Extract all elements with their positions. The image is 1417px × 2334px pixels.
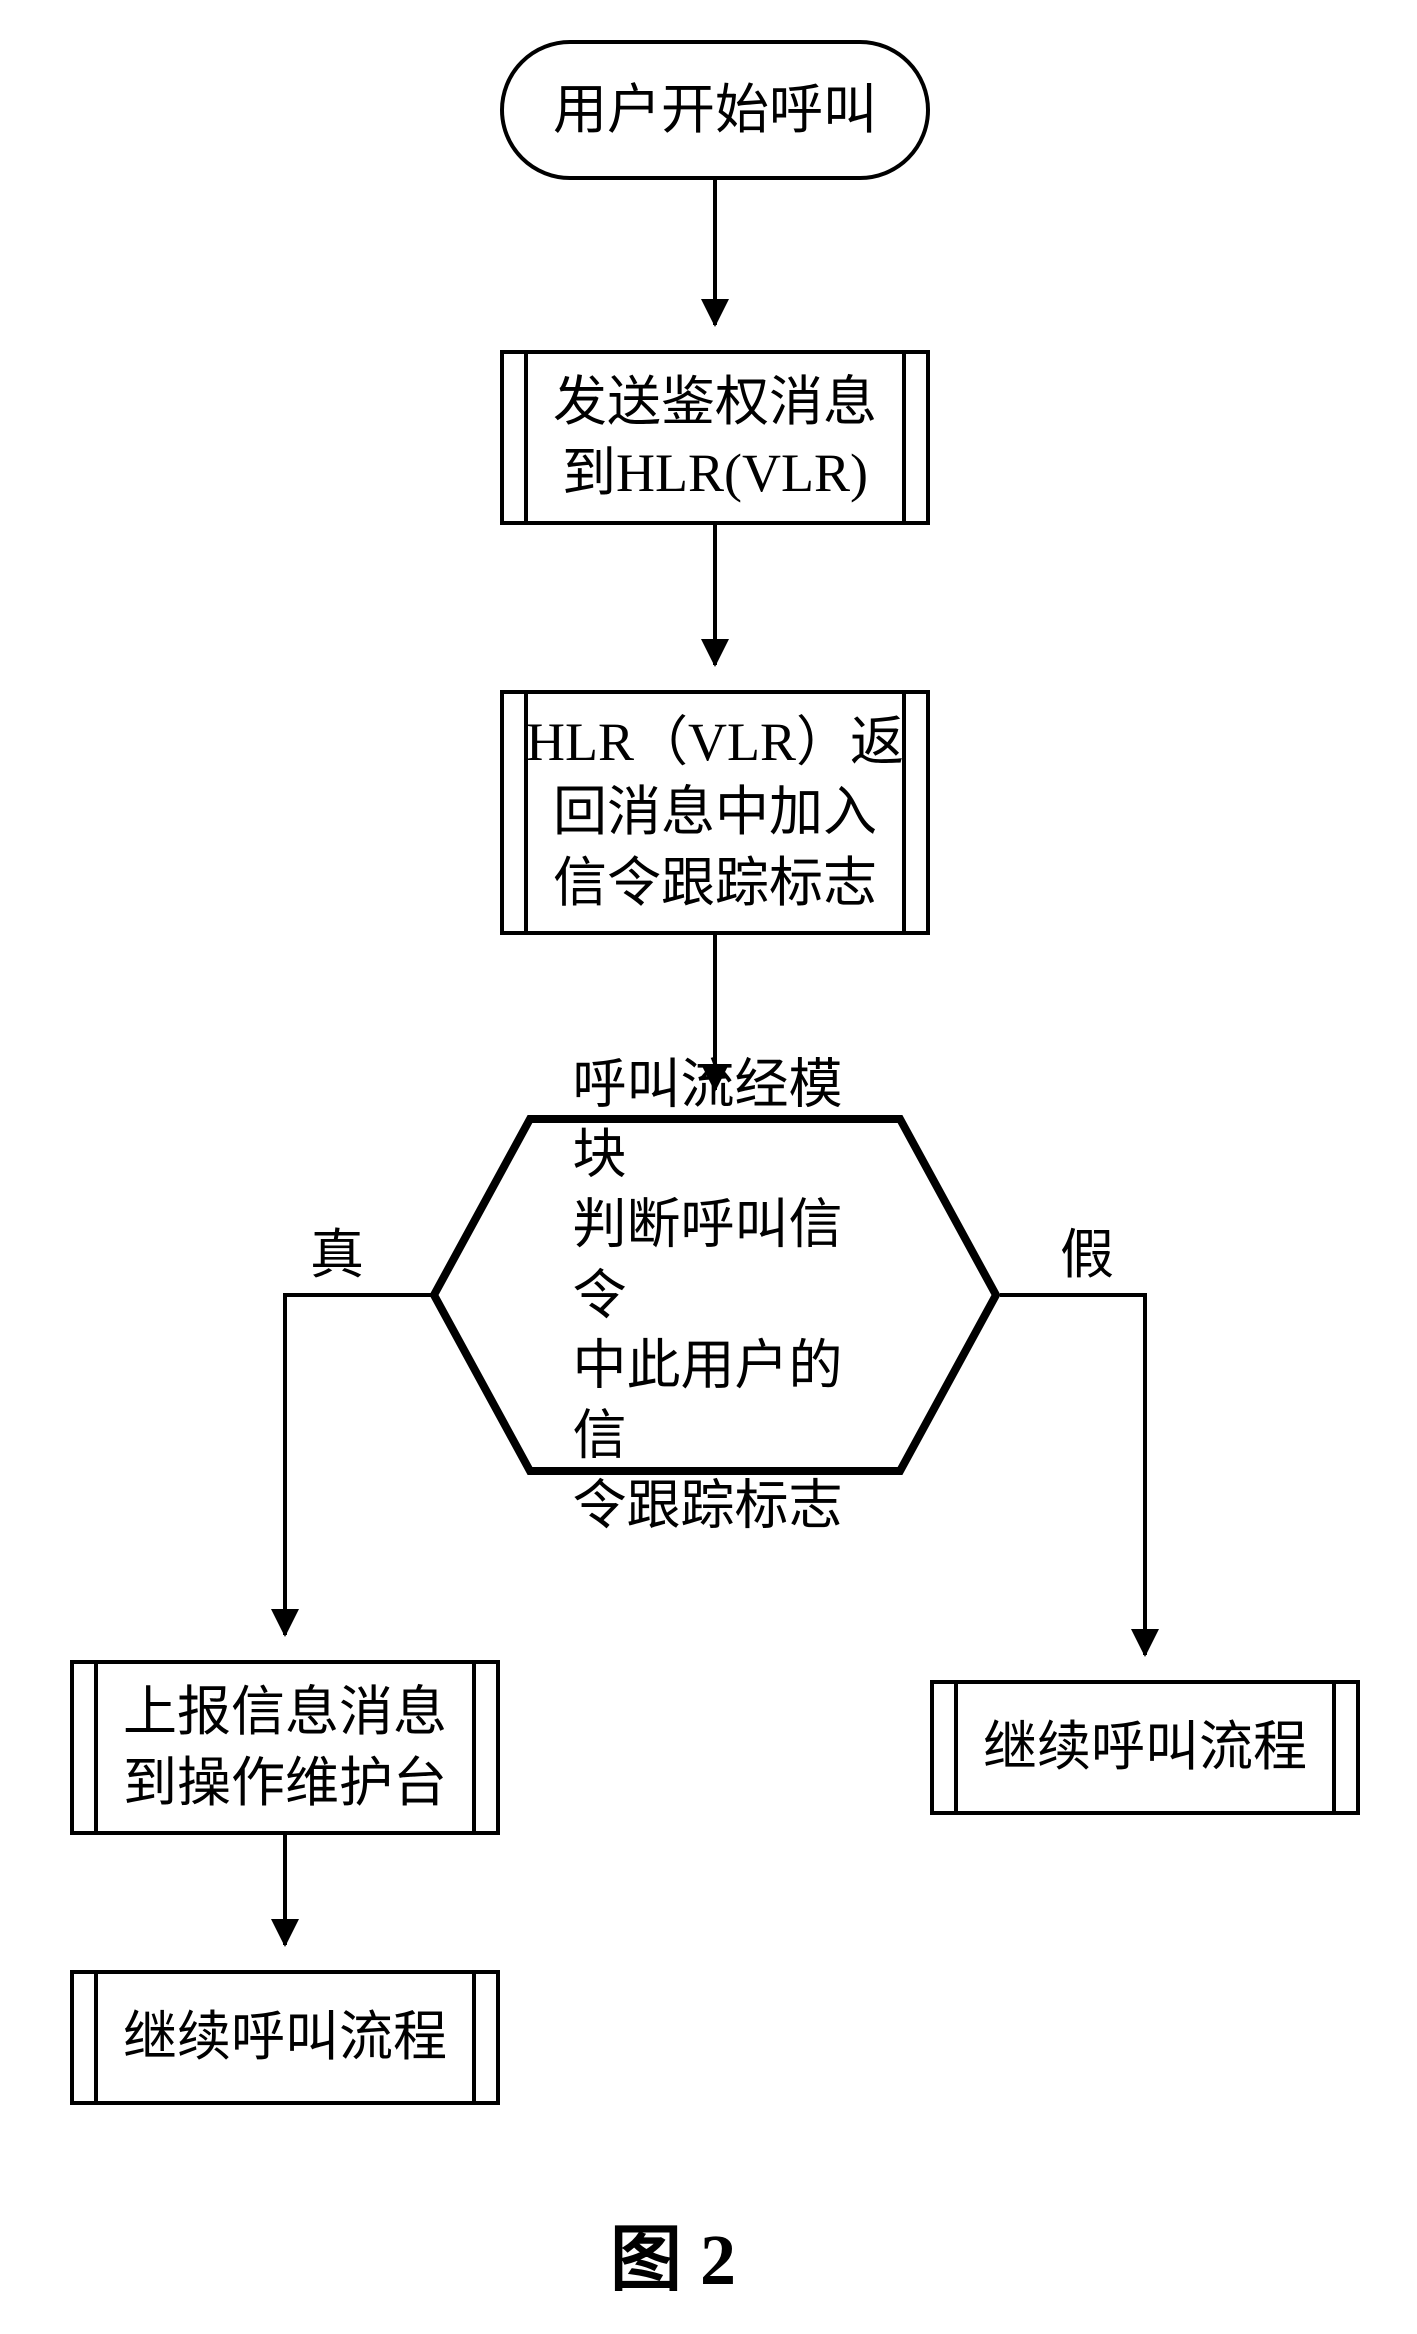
arrow-auth-to-hlr xyxy=(713,525,717,665)
report-label: 上报信息消息 到操作维护台 xyxy=(123,1677,447,1817)
decision-node: 呼叫流经模块 判断呼叫信令 中此用户的信 令跟踪标志 xyxy=(430,1115,1000,1475)
hlr-return-label: HLR（VLR）返 回消息中加入 信令跟踪标志 xyxy=(526,707,904,918)
arrow-decision-right-h xyxy=(1000,1293,1147,1297)
continue-left-label: 继续呼叫流程 xyxy=(123,2002,447,2072)
arrow-decision-right-v xyxy=(1143,1293,1147,1655)
continue-right-label: 继续呼叫流程 xyxy=(983,1712,1307,1782)
figure-caption: 图 2 xyxy=(610,2200,736,2305)
report-node: 上报信息消息 到操作维护台 xyxy=(70,1660,500,1835)
send-auth-node: 发送鉴权消息 到HLR(VLR) xyxy=(500,350,930,525)
continue-right-node: 继续呼叫流程 xyxy=(930,1680,1360,1815)
arrow-report-to-continue xyxy=(283,1835,287,1945)
start-node: 用户开始呼叫 xyxy=(500,40,930,180)
hlr-return-node: HLR（VLR）返 回消息中加入 信令跟踪标志 xyxy=(500,690,930,935)
flowchart-container: 用户开始呼叫 发送鉴权消息 到HLR(VLR) HLR（VLR）返 回消息中加入… xyxy=(0,0,1417,2334)
send-auth-label: 发送鉴权消息 到HLR(VLR) xyxy=(553,367,877,507)
arrow-decision-left-v xyxy=(283,1293,287,1635)
arrow-start-to-auth xyxy=(713,180,717,325)
decision-label: 呼叫流经模块 判断呼叫信令 中此用户的信 令跟踪标志 xyxy=(573,1049,858,1540)
branch-label-false: 假 xyxy=(1060,1210,1114,1289)
continue-left-node: 继续呼叫流程 xyxy=(70,1970,500,2105)
start-label: 用户开始呼叫 xyxy=(553,75,877,145)
branch-label-true: 真 xyxy=(310,1210,364,1289)
arrow-decision-left-h xyxy=(283,1293,434,1297)
